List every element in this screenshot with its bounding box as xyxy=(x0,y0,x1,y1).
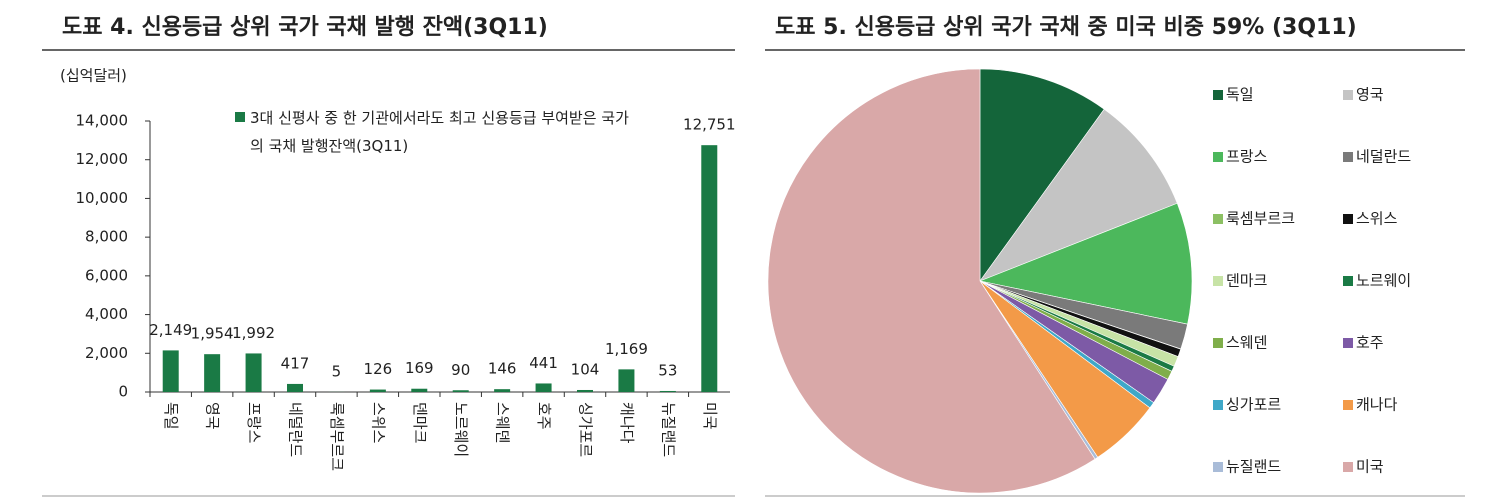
legend-label: 영국 xyxy=(1356,86,1384,104)
pie-slice xyxy=(767,68,1096,494)
x-tick-label: 독일 xyxy=(162,402,180,430)
legend-label: 네덜란드 xyxy=(1356,148,1411,166)
bar xyxy=(287,383,303,392)
legend-text: 3대 신평사 중 한 기관에서라도 최고 신용등급 부여받은 국가의 국채 발행… xyxy=(250,109,629,155)
legend-label: 덴마크 xyxy=(1226,272,1267,290)
x-tick-label: 캐나다 xyxy=(618,402,636,444)
value-label: 441 xyxy=(529,354,558,372)
bar xyxy=(204,354,221,392)
x-tick-label: 미국 xyxy=(701,402,719,430)
x-tick-label: 호주 xyxy=(535,402,553,430)
x-tick-label: 영국 xyxy=(204,402,222,430)
chart-title: 도표 5. 신용등급 상위 국가 국채 중 미국 비중 59% (3Q11) xyxy=(775,15,1357,40)
legend-label: 호주 xyxy=(1356,334,1384,352)
legend-label: 싱가포르 xyxy=(1226,396,1281,414)
bar xyxy=(659,390,676,392)
y-tick-label: 4,000 xyxy=(85,305,128,323)
bar xyxy=(162,350,179,392)
x-tick-label: 스위스 xyxy=(369,402,387,444)
legend-label: 스위스 xyxy=(1356,210,1398,228)
value-label: 1,169 xyxy=(605,340,648,358)
value-label: 53 xyxy=(658,361,677,379)
bar xyxy=(245,353,262,392)
legend-swatch xyxy=(1343,276,1353,286)
value-label: 5 xyxy=(332,362,342,380)
x-tick-label: 뉴질랜드 xyxy=(659,402,677,457)
legend-swatch xyxy=(1213,462,1223,472)
x-tick-label: 노르웨이 xyxy=(452,402,470,457)
bar xyxy=(535,383,552,392)
bar xyxy=(452,390,469,392)
pie-slice xyxy=(978,202,1193,325)
value-label: 90 xyxy=(451,361,470,379)
legend-swatch xyxy=(1213,338,1223,348)
chart-title: 도표 4. 신용등급 상위 국가 국채 발행 잔액(3Q11) xyxy=(62,15,548,40)
legend-swatch xyxy=(1213,152,1223,162)
bar xyxy=(618,369,635,392)
legend-swatch xyxy=(1343,90,1353,100)
x-tick-label: 프랑스 xyxy=(245,402,263,444)
y-tick-label: 0 xyxy=(118,383,128,401)
legend-swatch xyxy=(1213,276,1223,286)
legend-swatch xyxy=(1213,400,1223,410)
legend-swatch xyxy=(235,112,245,122)
value-label: 2,149 xyxy=(149,321,192,339)
x-tick-label: 덴마크 xyxy=(411,402,429,443)
legend-label: 미국 xyxy=(1356,458,1384,476)
bar xyxy=(494,389,511,392)
legend-swatch xyxy=(1343,338,1353,348)
legend-swatch xyxy=(1343,462,1353,472)
y-tick-label: 12,000 xyxy=(76,150,129,168)
pie-slice xyxy=(979,68,1105,282)
x-tick-label: 네덜란드 xyxy=(287,402,305,457)
legend-label: 독일 xyxy=(1226,86,1254,104)
y-tick-label: 8,000 xyxy=(85,228,128,246)
value-label: 146 xyxy=(488,360,517,378)
value-label: 104 xyxy=(571,360,600,378)
pie-slice xyxy=(979,108,1178,282)
legend-swatch xyxy=(1343,400,1353,410)
bar xyxy=(369,389,386,392)
bar xyxy=(577,389,593,392)
bar xyxy=(411,388,428,392)
x-tick-label: 싱가포르 xyxy=(577,402,595,457)
legend-label: 노르웨이 xyxy=(1356,272,1411,290)
y-tick-label: 2,000 xyxy=(85,344,128,362)
value-label: 126 xyxy=(364,360,393,378)
legend-swatch xyxy=(1213,214,1223,224)
legend-label: 뉴질랜드 xyxy=(1226,458,1281,476)
value-label: 12,751 xyxy=(683,116,736,134)
value-label: 169 xyxy=(405,359,434,377)
value-label: 1,992 xyxy=(232,324,275,342)
y-tick-label: 6,000 xyxy=(85,266,128,284)
legend-swatch xyxy=(1343,214,1353,224)
legend-label: 룩셈부르크 xyxy=(1226,210,1295,228)
y-axis-label: (십억달러) xyxy=(60,67,127,85)
x-tick-label: 스웨덴 xyxy=(494,402,512,443)
legend-swatch xyxy=(1343,152,1353,162)
y-tick-label: 14,000 xyxy=(76,112,129,130)
value-label: 417 xyxy=(281,354,310,372)
value-label: 1,954 xyxy=(191,325,234,343)
legend-swatch xyxy=(1213,90,1223,100)
bar xyxy=(701,145,718,392)
y-tick-label: 10,000 xyxy=(76,189,129,207)
legend-label: 캐나다 xyxy=(1356,396,1398,414)
x-tick-label: 룩셈부르크 xyxy=(328,402,346,471)
legend-label: 프랑스 xyxy=(1226,148,1268,166)
legend-label: 스웨덴 xyxy=(1226,334,1267,352)
